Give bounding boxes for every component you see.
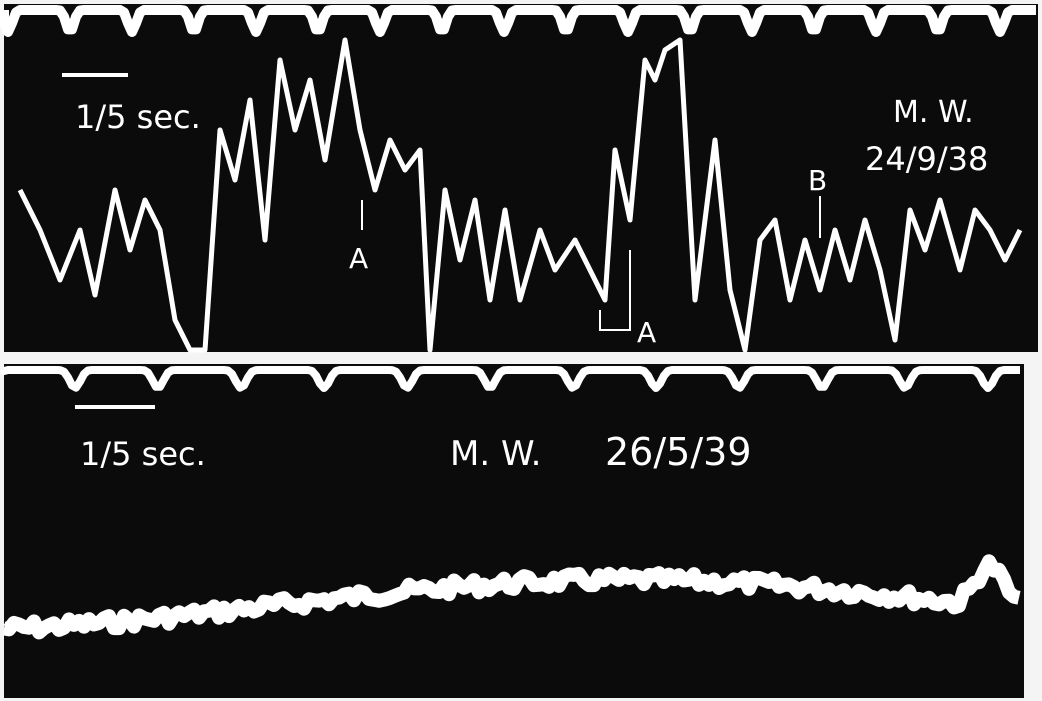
scale-label: 1/5 sec. [80, 435, 206, 473]
subject-label: M. W. [450, 434, 541, 474]
page: 1/5 sec. M. W. 24/9/38 A A B 1/5 sec. M.… [0, 0, 1042, 701]
subject-label: M. W. [893, 95, 974, 130]
marker-label: A [637, 316, 656, 349]
scale-label: 1/5 sec. [75, 98, 201, 136]
marker-label: B [808, 164, 827, 197]
date-label: 24/9/38 [865, 140, 988, 178]
eeg-figure: 1/5 sec. M. W. 24/9/38 A A B 1/5 sec. M.… [0, 0, 1042, 701]
date-label: 26/5/39 [605, 430, 752, 474]
marker-label: A [349, 242, 368, 275]
bottom-panel [4, 364, 1024, 698]
